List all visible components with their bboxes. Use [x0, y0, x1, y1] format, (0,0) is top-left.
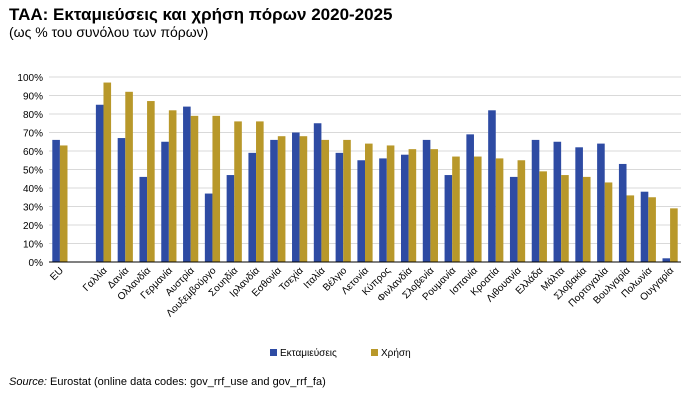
bar-usage: [626, 195, 635, 262]
bar-usage: [452, 156, 460, 262]
bar-disbursements: [226, 175, 235, 262]
bar-usage: [299, 136, 308, 262]
y-axis-tick-labels: 0% 10% 20% 30% 40% 50% 60% 70% 80% 90% 100%: [17, 73, 43, 269]
bar-disbursements: [204, 193, 213, 262]
chart-subtitle: (ως % του συνόλου των πόρων): [9, 24, 209, 40]
legend-label: Εκταμιεύσεις: [280, 347, 337, 359]
y-tick-label: 60%: [23, 147, 43, 158]
bar-chart: 0% 10% 20% 30% 40% 50% 60% 70% 80% 90% 100% EU Γαλλ…: [17, 73, 681, 359]
y-tick-label: 100%: [17, 73, 43, 84]
bar-disbursements: [466, 134, 474, 262]
bar-usage: [234, 121, 242, 263]
bar-usage: [103, 82, 112, 262]
bar-usage: [517, 160, 526, 262]
bar-usage: [343, 139, 351, 262]
bar-disbursements: [575, 147, 583, 262]
bar-disbursements: [662, 258, 671, 262]
bar-usage: [277, 136, 286, 262]
bar-disbursements: [400, 154, 409, 262]
bar-usage: [430, 149, 438, 262]
bar-usage: [539, 171, 547, 262]
legend-swatch: [371, 349, 378, 356]
x-tick-label: Γαλλία: [80, 264, 109, 293]
bar-usage: [212, 115, 221, 262]
bar-disbursements: [292, 132, 300, 262]
y-tick-label: 10%: [23, 240, 43, 251]
legend-label: Χρήση: [381, 347, 411, 359]
bar-disbursements: [618, 163, 627, 262]
chart-title: ΤΑΑ: Εκταμιεύσεις και χρήση πόρων 2020-2…: [9, 5, 393, 24]
x-axis-tick-labels: EU ΓαλλίαΔανίαΟλλανδίαΓερμανίαΑυστρίαΛουξ…: [48, 264, 676, 319]
y-tick-label: 90%: [23, 92, 43, 103]
bar-usage: [256, 121, 264, 263]
bar-disbursements: [183, 106, 191, 262]
bars: [52, 82, 678, 263]
bar-disbursements: [139, 176, 148, 262]
bar-usage: [125, 91, 133, 262]
bar-disbursements: [597, 143, 605, 262]
x-tick-label: Τσεχία: [277, 264, 306, 293]
bar-usage: [190, 115, 199, 262]
bar-usage: [147, 101, 155, 262]
bar-disbursements: [553, 141, 562, 262]
bar-disbursements: [270, 139, 278, 262]
bar-disbursements: [379, 158, 387, 262]
bar-disbursements: [357, 160, 365, 262]
bar-disbursements: [640, 191, 649, 262]
y-tick-label: 30%: [23, 203, 43, 214]
bar-usage: [59, 145, 68, 262]
source-note: Source: Eurostat (online data codes: gov…: [9, 376, 326, 388]
bar-usage: [648, 197, 656, 262]
y-tick-label: 70%: [23, 129, 43, 140]
bar-disbursements: [488, 110, 496, 262]
legend: Εκταμιεύσεις Χρήση: [270, 347, 411, 359]
y-tick-label: 40%: [23, 184, 43, 195]
bar-usage: [408, 149, 417, 262]
bar-usage: [604, 182, 613, 262]
bar-disbursements: [335, 152, 344, 262]
bar-disbursements: [444, 175, 453, 262]
bar-disbursements: [52, 139, 60, 262]
source-text: Eurostat (online data codes: gov_rrf_use…: [49, 376, 326, 388]
bar-usage: [365, 143, 373, 262]
bar-usage: [473, 156, 482, 262]
bar-disbursements: [161, 141, 169, 262]
bar-disbursements: [422, 139, 431, 262]
bar-disbursements: [509, 176, 518, 262]
y-tick-label: 50%: [23, 166, 43, 177]
bar-usage: [321, 139, 330, 262]
bar-usage: [386, 145, 395, 262]
y-tick-label: 20%: [23, 221, 43, 232]
source-label: Source:: [9, 376, 47, 388]
legend-swatch: [270, 349, 277, 356]
bar-usage: [168, 110, 177, 262]
y-tick-label: 80%: [23, 110, 43, 121]
bar-disbursements: [531, 139, 540, 262]
y-tick-label: 0%: [29, 258, 44, 269]
bar-usage: [670, 208, 678, 262]
x-tick-label: EU: [48, 265, 66, 283]
bar-disbursements: [117, 138, 126, 262]
bar-usage: [561, 175, 569, 262]
bar-usage: [495, 158, 504, 262]
bar-disbursements: [95, 104, 104, 262]
bar-usage: [582, 176, 591, 262]
bar-disbursements: [313, 123, 322, 262]
bar-disbursements: [248, 152, 257, 262]
